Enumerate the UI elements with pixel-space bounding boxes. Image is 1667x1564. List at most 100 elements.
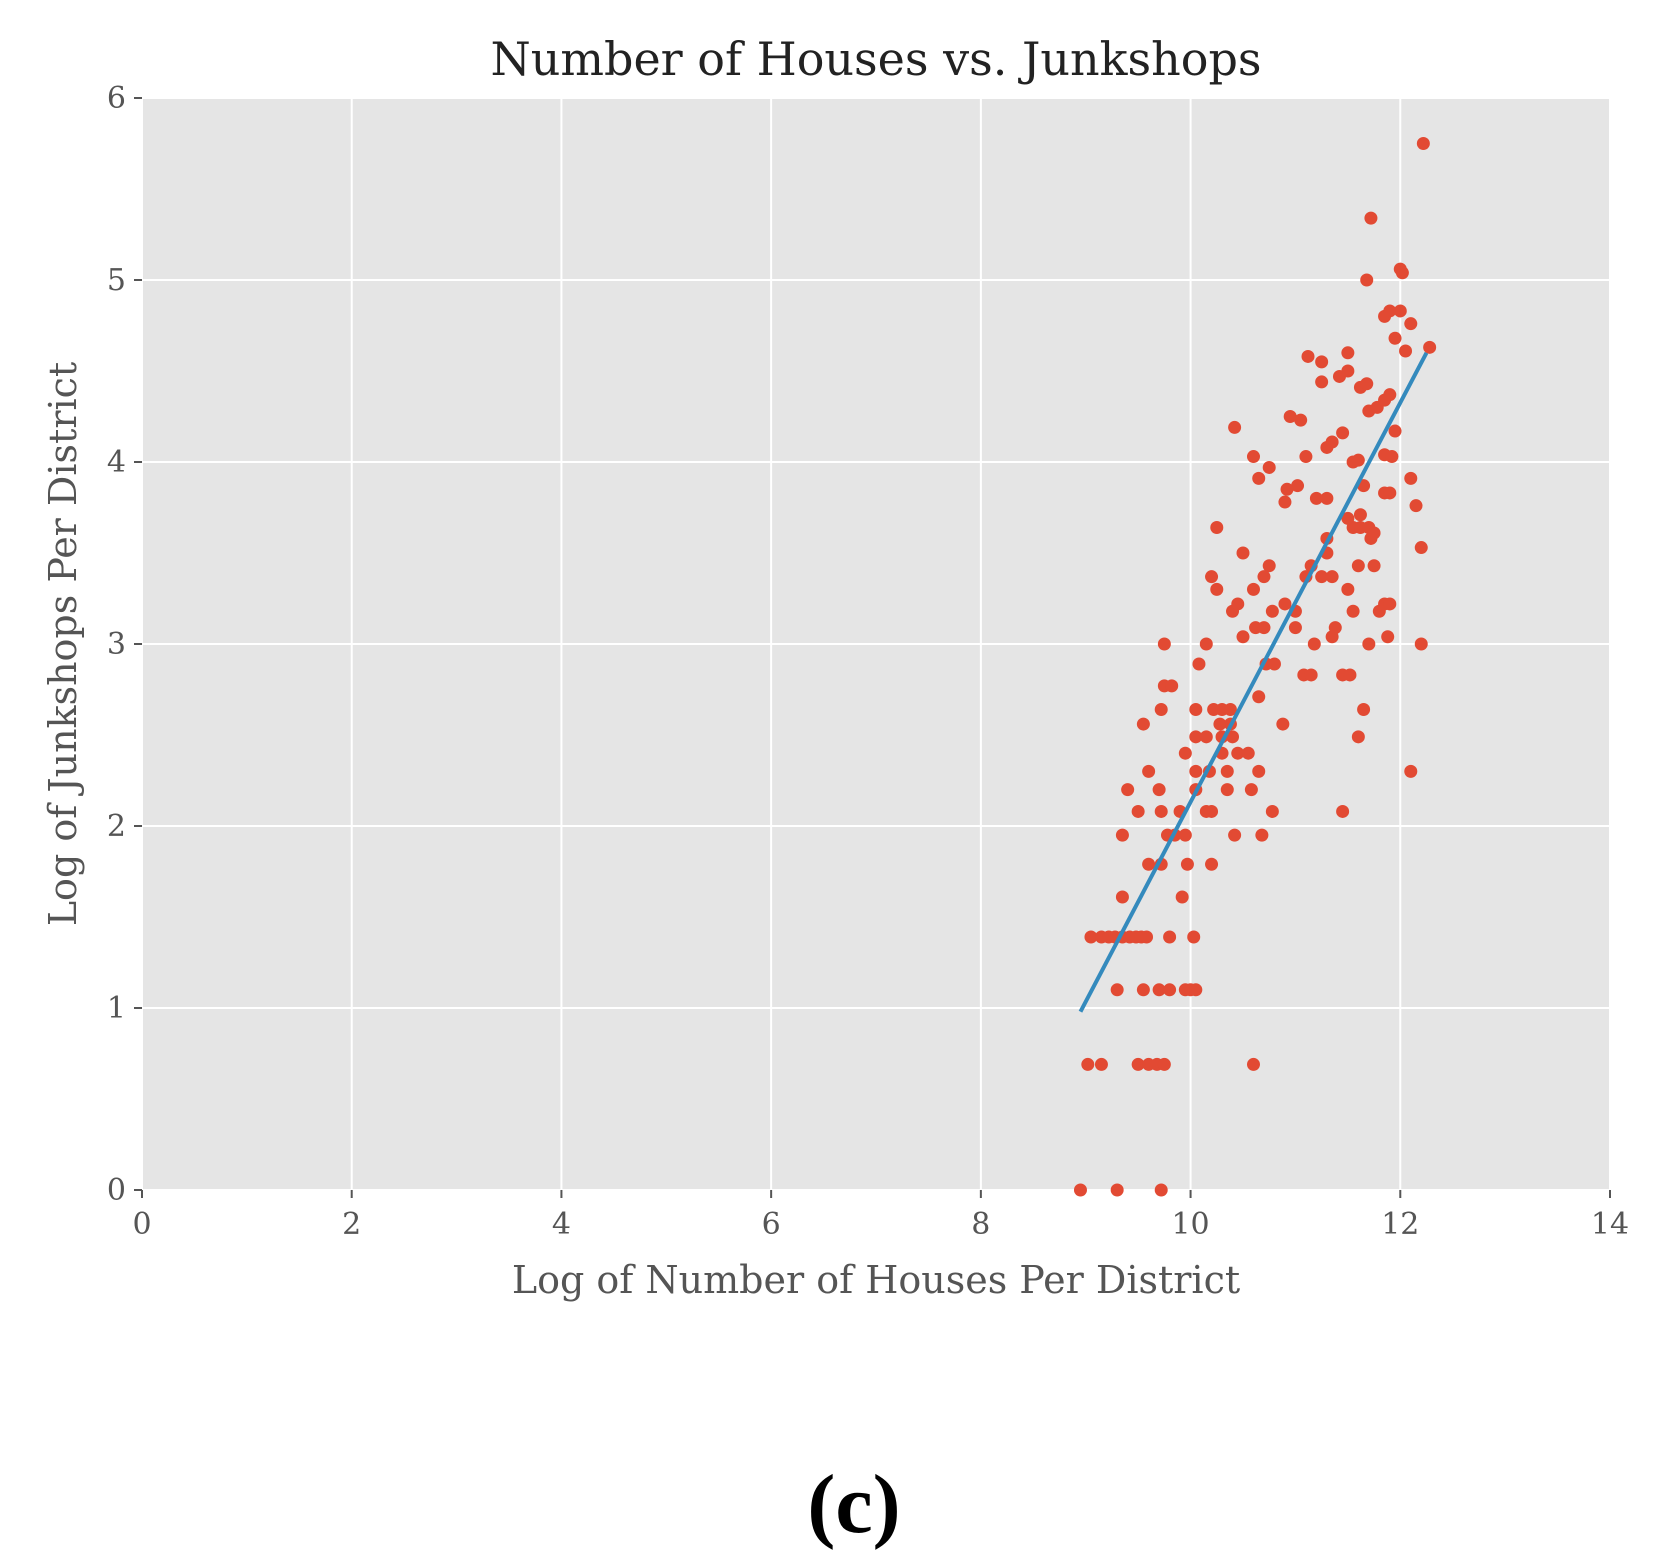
data-point (1404, 471, 1418, 485)
data-point (1154, 1183, 1168, 1197)
data-point (1328, 621, 1342, 635)
data-point (1220, 764, 1234, 778)
x-axis-ticks: 0 2 4 6 8 10 12 14 (132, 1190, 1629, 1242)
data-point (1383, 388, 1397, 402)
data-point (1341, 364, 1355, 378)
data-point (1246, 1057, 1260, 1071)
data-point (1246, 582, 1260, 596)
data-point (1252, 471, 1266, 485)
data-point (1383, 486, 1397, 500)
y-tick-label: 6 (107, 81, 126, 116)
data-point (1341, 511, 1355, 525)
data-point (1404, 317, 1418, 331)
data-point (1423, 340, 1437, 354)
data-point (1367, 559, 1381, 573)
data-point (1351, 730, 1365, 744)
data-point (1199, 804, 1213, 818)
data-point (1157, 1057, 1171, 1071)
data-point (1142, 857, 1156, 871)
data-point (1180, 857, 1194, 871)
data-point (1131, 1057, 1145, 1071)
data-point (1252, 690, 1266, 704)
data-point (1121, 783, 1135, 797)
data-point (1136, 983, 1150, 997)
data-point (1265, 804, 1279, 818)
y-tick-label: 0 (107, 1173, 126, 1208)
data-point (1175, 890, 1189, 904)
data-point (1189, 764, 1203, 778)
x-tick-label: 10 (1171, 1207, 1209, 1242)
data-point (1395, 266, 1409, 280)
data-point (1404, 764, 1418, 778)
data-point (1360, 273, 1374, 287)
data-point (1343, 668, 1357, 682)
y-tick-label: 3 (107, 627, 126, 662)
data-point (1341, 346, 1355, 360)
data-point (1231, 746, 1245, 760)
grid-lines (141, 97, 1611, 1191)
data-point (1228, 828, 1242, 842)
data-point (1351, 559, 1365, 573)
data-point (1278, 495, 1292, 509)
x-tick-label: 6 (762, 1207, 781, 1242)
data-point (1364, 211, 1378, 225)
data-point (1094, 1057, 1108, 1071)
data-points (1073, 137, 1437, 1197)
data-point (1115, 828, 1129, 842)
data-point (1236, 546, 1250, 560)
data-point (1357, 703, 1371, 717)
data-point (1262, 460, 1276, 474)
chart-title: Number of Houses vs. Junkshops (491, 32, 1262, 86)
y-tick-label: 5 (107, 263, 126, 298)
data-point (1301, 349, 1315, 363)
data-point (1189, 730, 1203, 744)
data-point (1388, 331, 1402, 345)
data-point (1189, 703, 1203, 717)
x-tick-label: 8 (971, 1207, 990, 1242)
data-point (1278, 597, 1292, 611)
data-point (1084, 930, 1098, 944)
data-point (1414, 637, 1428, 651)
data-point (1110, 983, 1124, 997)
regression-line (1078, 351, 1429, 1013)
data-point (1157, 637, 1171, 651)
data-point (1226, 730, 1240, 744)
data-point (1110, 1183, 1124, 1197)
y-axis-ticks: 0 1 2 3 4 5 6 (107, 81, 142, 1208)
data-point (1360, 377, 1374, 391)
x-tick-label: 2 (342, 1207, 361, 1242)
data-point (1154, 804, 1168, 818)
data-point (1228, 420, 1242, 434)
data-point (1294, 413, 1308, 427)
data-point (1220, 783, 1234, 797)
data-point (1199, 637, 1213, 651)
data-point (1192, 657, 1206, 671)
data-point (1336, 426, 1350, 440)
y-tick-label: 1 (107, 991, 126, 1026)
data-point (1252, 764, 1266, 778)
data-point (1309, 491, 1323, 505)
x-tick-label: 4 (552, 1207, 571, 1242)
data-point (1199, 730, 1213, 744)
y-tick-label: 2 (107, 809, 126, 844)
data-point (1299, 450, 1313, 464)
data-point (1231, 597, 1245, 611)
data-point (1152, 783, 1166, 797)
data-point (1341, 582, 1355, 596)
data-point (1409, 499, 1423, 513)
data-point (1393, 304, 1407, 318)
data-point (1255, 828, 1269, 842)
data-point (1362, 637, 1376, 651)
data-point (1115, 890, 1129, 904)
data-point (1213, 717, 1227, 731)
data-point (1163, 983, 1177, 997)
data-point (1325, 435, 1339, 449)
data-point (1223, 703, 1237, 717)
data-point (1307, 637, 1321, 651)
data-point (1073, 1183, 1087, 1197)
data-point (1189, 983, 1203, 997)
data-point (1315, 355, 1329, 369)
data-point (1131, 804, 1145, 818)
data-point (1241, 746, 1255, 760)
